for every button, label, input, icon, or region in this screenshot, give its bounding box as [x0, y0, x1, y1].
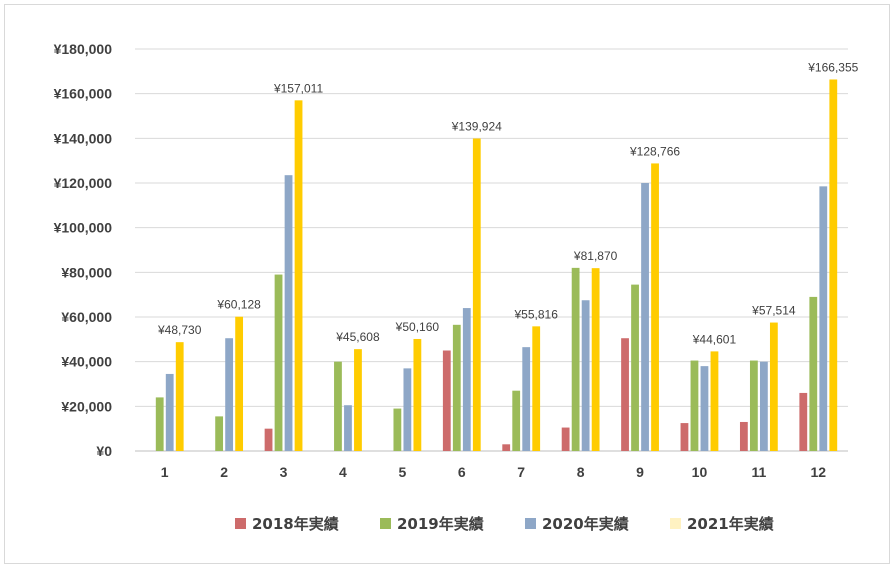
x-tick-label: 5: [398, 464, 406, 480]
x-tick-label: 1: [161, 464, 169, 480]
bar-2019年実績-11: [749, 360, 758, 451]
bar-2019年実績-10: [690, 360, 699, 451]
bar-2018年実績-3: [264, 428, 273, 451]
data-label: ¥50,160: [395, 320, 440, 334]
x-tick-label: 12: [811, 464, 827, 480]
y-tick-label: ¥80,000: [61, 264, 112, 280]
bar-2019年実績-2: [215, 416, 224, 451]
y-tick-label: ¥100,000: [54, 220, 113, 236]
x-tick-label: 2: [220, 464, 228, 480]
data-label: ¥166,355: [807, 60, 858, 74]
x-tick-label: 8: [577, 464, 585, 480]
x-tick-label: 3: [280, 464, 288, 480]
legend-swatch: [525, 518, 536, 529]
bar-2021年実績-4: [354, 349, 362, 451]
bar-2020年実績-3: [284, 175, 293, 451]
x-tick-label: 11: [751, 464, 766, 480]
bar-2018年実績-11: [739, 421, 748, 451]
legend-label: 2019年実績: [397, 515, 484, 533]
data-label: ¥157,011: [273, 81, 323, 95]
bar-2020年実績-4: [344, 405, 352, 451]
bar-2021年実績-7: [532, 326, 541, 451]
data-label: ¥81,870: [573, 249, 618, 263]
bar-2018年実績-9: [621, 338, 629, 451]
bar-2020年実績-6: [462, 308, 471, 451]
data-label: ¥57,514: [751, 304, 796, 318]
bar-2018年実績-10: [680, 423, 689, 451]
bar-2020年実績-5: [403, 368, 412, 451]
bar-2020年実績-9: [641, 183, 649, 451]
data-label: ¥55,816: [514, 307, 559, 321]
bar-2021年実績-12: [829, 79, 838, 452]
x-tick-label: 10: [692, 464, 708, 480]
bar-2018年実績-7: [502, 444, 511, 451]
legend-label: 2021年実績: [687, 515, 774, 533]
y-tick-label: ¥140,000: [54, 130, 113, 146]
bar-2021年実績-3: [294, 100, 303, 451]
data-label: ¥45,608: [335, 330, 380, 344]
x-tick-label: 9: [636, 464, 644, 480]
legend-label: 2018年実績: [252, 515, 339, 533]
bar-2021年実績-2: [235, 316, 244, 451]
bar-2019年実績-5: [393, 408, 402, 451]
bar-2018年実績-8: [561, 427, 570, 451]
bar-2020年実績-12: [819, 186, 828, 451]
bar-2020年実績-8: [581, 300, 590, 451]
y-tick-label: ¥180,000: [54, 41, 113, 57]
chart-frame: [4, 4, 890, 564]
x-tick-label: 4: [339, 464, 347, 480]
bar-2021年実績-8: [591, 268, 600, 451]
bar-2019年実績-3: [274, 274, 283, 451]
bar-2019年実績-1: [155, 397, 164, 451]
bar-2021年実績-10: [710, 351, 719, 451]
data-label: ¥60,128: [216, 298, 261, 312]
y-tick-label: ¥120,000: [54, 175, 113, 191]
y-tick-label: ¥20,000: [61, 398, 112, 414]
data-label: ¥139,924: [451, 120, 502, 134]
bar-2020年実績-2: [225, 338, 234, 451]
y-tick-label: ¥40,000: [61, 354, 112, 370]
data-label: ¥128,766: [629, 144, 680, 158]
y-tick-label: ¥0: [96, 443, 112, 459]
y-tick-label: ¥60,000: [61, 309, 112, 325]
bar-2019年実績-9: [631, 284, 639, 451]
bar-2019年実績-12: [809, 296, 818, 451]
data-label: ¥48,730: [157, 323, 202, 337]
legend-swatch: [380, 518, 391, 529]
bar-2021年実績-1: [175, 342, 184, 451]
y-tick-label: ¥160,000: [54, 86, 113, 102]
bar-2018年実績-6: [442, 350, 451, 451]
bar-2021年実績-11: [769, 322, 778, 451]
bar-2019年実績-4: [334, 361, 342, 451]
bar-2021年実績-9: [651, 163, 659, 451]
bar-2020年実績-7: [522, 347, 531, 451]
bar-2019年実績-7: [512, 390, 521, 451]
bar-2020年実績-1: [165, 373, 174, 451]
bar-2021年実績-5: [413, 338, 422, 451]
bar-2021年実績-6: [472, 138, 481, 452]
legend-label: 2020年実績: [542, 515, 629, 533]
x-tick-label: 7: [517, 464, 525, 480]
data-label: ¥44,601: [692, 332, 737, 346]
bar-2020年実績-10: [700, 366, 709, 451]
legend-swatch: [235, 518, 246, 529]
bar-2019年実績-8: [571, 267, 580, 451]
bar-2020年実績-11: [759, 361, 768, 451]
x-tick-label: 6: [458, 464, 466, 480]
legend-swatch: [670, 518, 681, 529]
bar-2018年実績-12: [799, 392, 808, 451]
bar-2019年実績-6: [452, 324, 461, 451]
